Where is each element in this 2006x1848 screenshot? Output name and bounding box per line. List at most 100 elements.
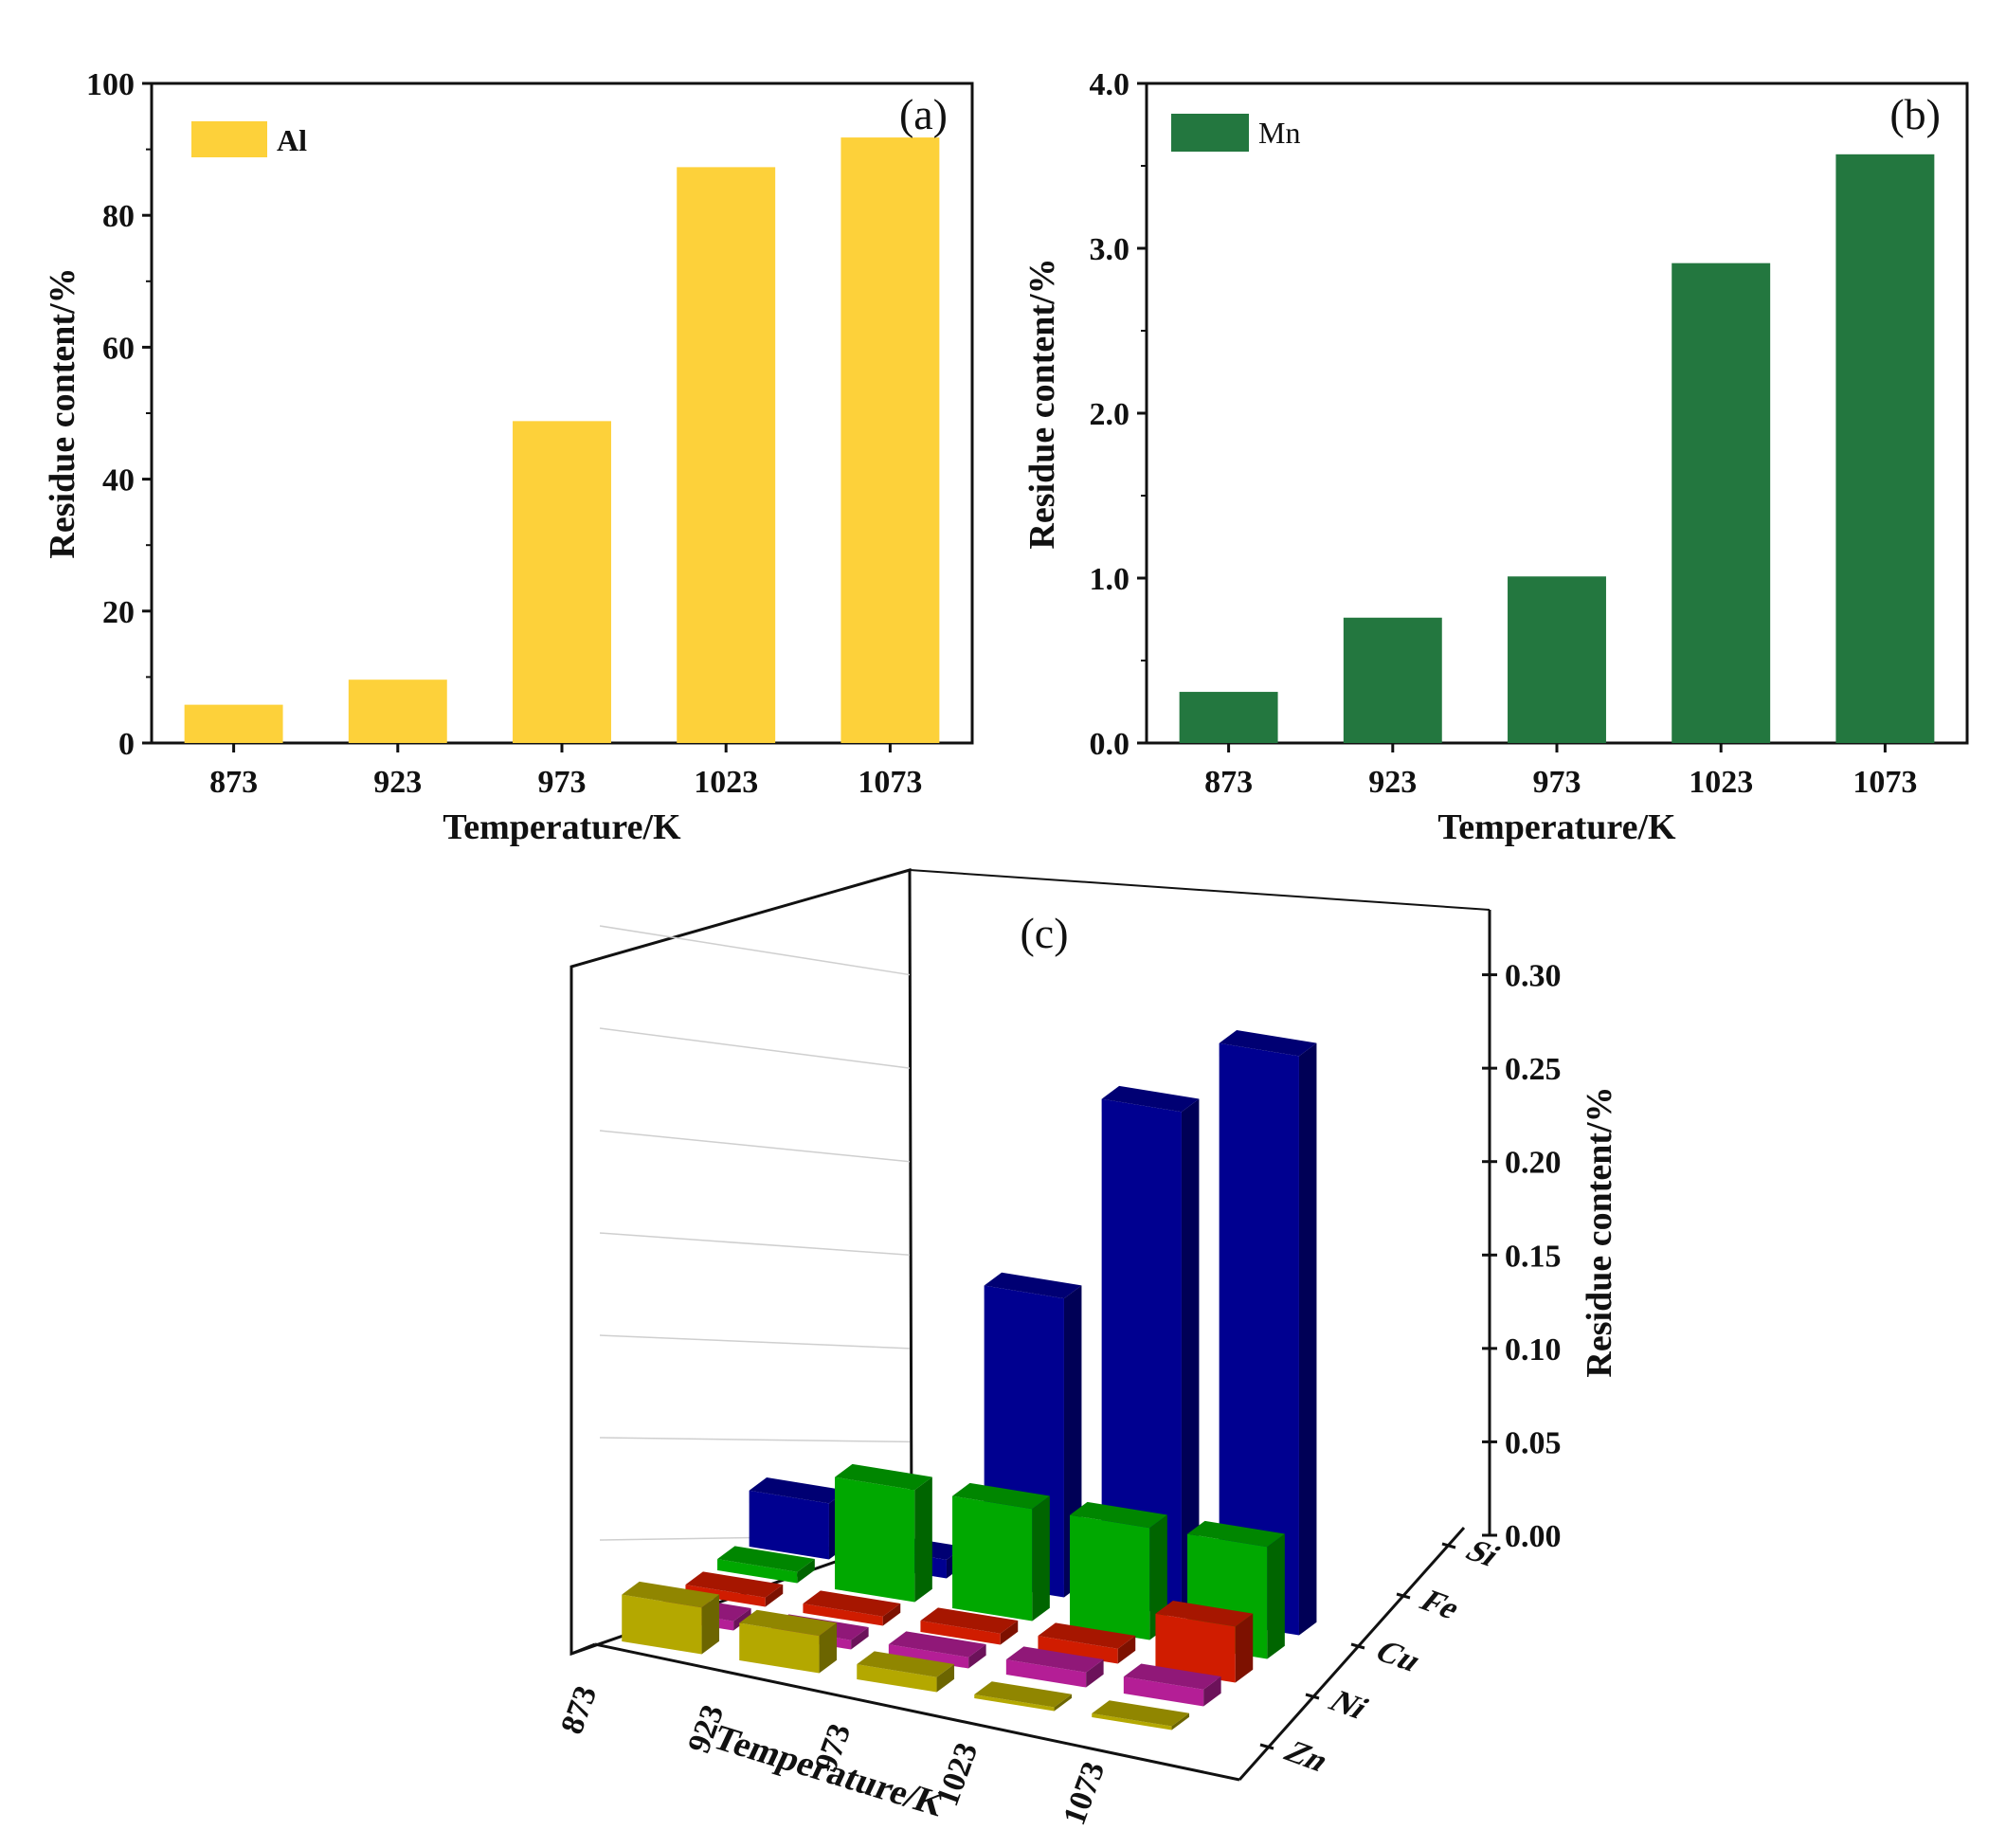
bar-top-face: [1155, 1601, 1254, 1627]
bar-side-face: [819, 1622, 838, 1674]
chart-b-bar-973: [1508, 576, 1606, 743]
bar-front-face: [952, 1495, 1033, 1622]
bar-side-face: [914, 1477, 932, 1603]
chart-b-legend-label: Mn: [1258, 116, 1300, 150]
chart-a-panel-label: (a): [899, 90, 948, 138]
bar-top-face: [888, 1631, 986, 1658]
chart-b-x-tick-label: 923: [1368, 765, 1417, 800]
chart-a-x-tick-label: 1073: [858, 765, 922, 800]
bar-side-face: [1203, 1676, 1221, 1707]
chart-c-y-tick-label: Fe: [1413, 1585, 1470, 1625]
chart-c-z-tick-label: 0.05: [1505, 1425, 1562, 1460]
bar-front-face: [749, 1490, 829, 1560]
chart-c-z-axis-label: Residue content/%: [1580, 1086, 1619, 1377]
chart-c-z-tick-label: 0.20: [1505, 1146, 1562, 1181]
bar-side-face: [1117, 1636, 1136, 1664]
bar-top-face: [1092, 1700, 1190, 1727]
bar-top-face: [835, 1463, 932, 1491]
bar-front-face: [1123, 1676, 1204, 1707]
chart-b-y-tick-label: 4.0: [1090, 67, 1130, 102]
chart-panel-c: 0.000.050.100.150.200.250.30 873 923 973 10…: [554, 868, 1619, 1830]
chart-b-y-axis-label: Residue content/%: [1022, 258, 1062, 549]
bar-side-face: [1171, 1712, 1190, 1730]
chart-c-z-tick-label: 0.00: [1505, 1519, 1562, 1554]
chart-b-legend-swatch: [1171, 114, 1249, 152]
chart-c-gridline: [599, 1130, 911, 1163]
chart-c-floor-edge: [570, 1642, 596, 1656]
chart-b-y-tick-label: 0.0: [1090, 727, 1130, 762]
bar-top-face: [1005, 1646, 1104, 1673]
chart-b-y-tick-label: 1.0: [1090, 562, 1130, 597]
bar-top-face: [1219, 1030, 1317, 1057]
chart-a-x-tick-label: 1023: [694, 765, 758, 800]
chart-c-x-tick-label: 1073: [1057, 1757, 1111, 1830]
bar-top-face: [974, 1681, 1073, 1708]
chart-c-y-tick-label: Cu: [1367, 1635, 1431, 1678]
chart-c-x-axis-line: [594, 1642, 1240, 1782]
chart-c-gridline: [599, 1334, 911, 1350]
chart-c-bar-Fe-973: [952, 1482, 1050, 1622]
chart-b-bar-873: [1179, 692, 1278, 743]
chart-c-panel-label: (c): [1020, 909, 1068, 957]
bar-top-face: [857, 1651, 955, 1677]
chart-a-bar-1023: [677, 167, 776, 744]
chart-c-x-tick-label: 873: [554, 1681, 604, 1739]
bar-top-face: [952, 1482, 1050, 1510]
chart-c-bar-Zn-973: [857, 1651, 955, 1693]
bar-top-face: [717, 1546, 815, 1572]
bar-side-face: [851, 1626, 869, 1650]
chart-c-z-tick-label: 0.10: [1505, 1332, 1562, 1368]
bar-front-face: [685, 1585, 766, 1607]
chart-c-y-tick-label: Si: [1458, 1534, 1509, 1573]
chart-a-x-tick-label: 923: [373, 765, 422, 800]
chart-a-y-tick-label: 20: [102, 595, 135, 630]
chart-c-bar-Cu-973: [920, 1607, 1019, 1645]
bar-side-face: [1086, 1659, 1104, 1688]
bar-top-face: [1038, 1622, 1136, 1649]
bar-top-face: [685, 1571, 784, 1598]
chart-b-x-tick-label: 873: [1204, 765, 1253, 800]
chart-c-y-tick-label: Ni: [1322, 1685, 1377, 1725]
chart-c-z-tick-label: 0.30: [1505, 959, 1562, 994]
chart-a-y-axis-label: Residue content/%: [43, 267, 82, 558]
bar-front-face: [1219, 1042, 1299, 1636]
chart-panel-b: 0.0 1.0 2.0 3.0 4.0 873 923 973 1023 1073 (b) Mn…: [1022, 67, 1969, 847]
chart-b-x-tick-label: 1073: [1852, 765, 1917, 800]
bar-side-face: [701, 1594, 720, 1655]
chart-a-y-tick-label: 100: [86, 67, 135, 102]
bar-top-face: [739, 1609, 838, 1637]
chart-c-bar-Fe-1023: [1070, 1501, 1167, 1640]
chart-c-bar-Ni-1073: [1123, 1663, 1221, 1707]
chart-b-bar-1023: [1672, 263, 1771, 743]
chart-panel-a: 0 20 40 60 80 100 873 923 973 1023 1073 (a) Al Te…: [43, 67, 974, 847]
chart-c-bar-Ni-973: [888, 1631, 986, 1669]
bar-front-face: [857, 1664, 937, 1693]
chart-b-x-tick-label: 1023: [1689, 765, 1753, 800]
chart-a-y-tick-label: 80: [102, 199, 135, 234]
bar-side-face: [936, 1664, 955, 1693]
chart-a-bar-1073: [840, 137, 940, 743]
chart-c-bar-Zn-1023: [974, 1681, 1073, 1712]
chart-b-y-tick-label: 2.0: [1090, 397, 1130, 432]
bar-front-face: [622, 1594, 702, 1655]
chart-c-y-tick-mark: [1441, 1542, 1456, 1549]
chart-b-bar-923: [1343, 617, 1442, 743]
bar-side-face: [1235, 1613, 1254, 1683]
bar-top-face: [1070, 1501, 1167, 1529]
bar-front-face: [920, 1621, 1001, 1645]
chart-c-gridline: [599, 1027, 911, 1069]
bar-front-face: [1038, 1636, 1118, 1664]
chart-a-y-tick-label: 40: [102, 463, 135, 498]
bar-top-face: [1123, 1663, 1221, 1690]
bar-front-face: [974, 1694, 1055, 1712]
bar-side-face: [882, 1603, 901, 1626]
bar-front-face: [1155, 1613, 1236, 1683]
chart-c-y-tick-mark: [1259, 1743, 1274, 1750]
chart-c-bar-Si-1023: [1101, 1085, 1200, 1617]
chart-c-bar-Cu-1073: [1155, 1601, 1254, 1683]
chart-a-y-tick-label: 60: [102, 331, 135, 366]
bar-front-face: [1070, 1514, 1150, 1640]
chart-c-bar-Cu-1023: [1038, 1622, 1136, 1664]
chart-c-y-tick-mark: [1350, 1642, 1365, 1650]
